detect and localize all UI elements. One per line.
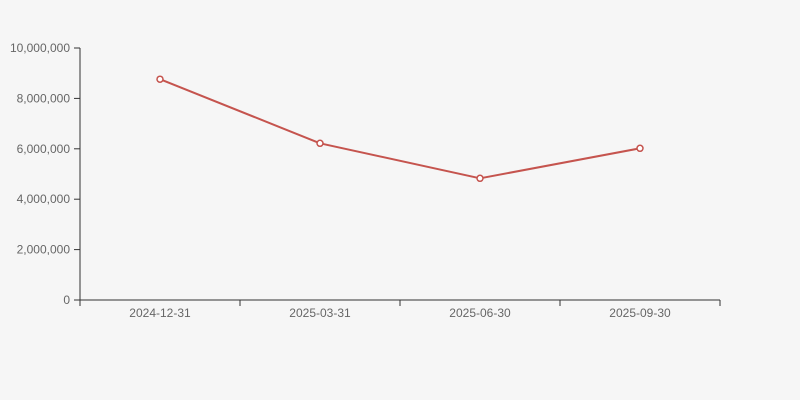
y-axis-tick-label: 6,000,000 [17,142,71,156]
data-point-marker[interactable] [476,174,484,183]
y-axis-tick-label: 0 [63,293,70,307]
series-layer [159,78,641,180]
y-axis-tick-label: 8,000,000 [17,91,71,105]
x-axis-tick-label: 2025-03-31 [289,306,351,320]
y-axis-tick-label: 2,000,000 [17,243,71,257]
data-point-marker[interactable] [636,144,644,153]
markers-layer [156,75,644,183]
y-axis-tick-label: 4,000,000 [17,192,71,206]
ticks-layer [74,47,721,306]
series-line [159,78,641,180]
x-axis-tick-label: 2025-06-30 [449,306,511,320]
data-point-marker[interactable] [156,75,164,83]
x-axis-tick-label: 2024-12-31 [129,306,191,320]
data-point-marker[interactable] [316,139,324,148]
labels-layer: 0 2,000,000 4,000,000 6,000,000 8,000,000 10,… [10,41,671,320]
x-axis-tick-label: 2025-09-30 [609,306,671,320]
y-axis-tick-label: 10,000,000 [10,41,70,55]
